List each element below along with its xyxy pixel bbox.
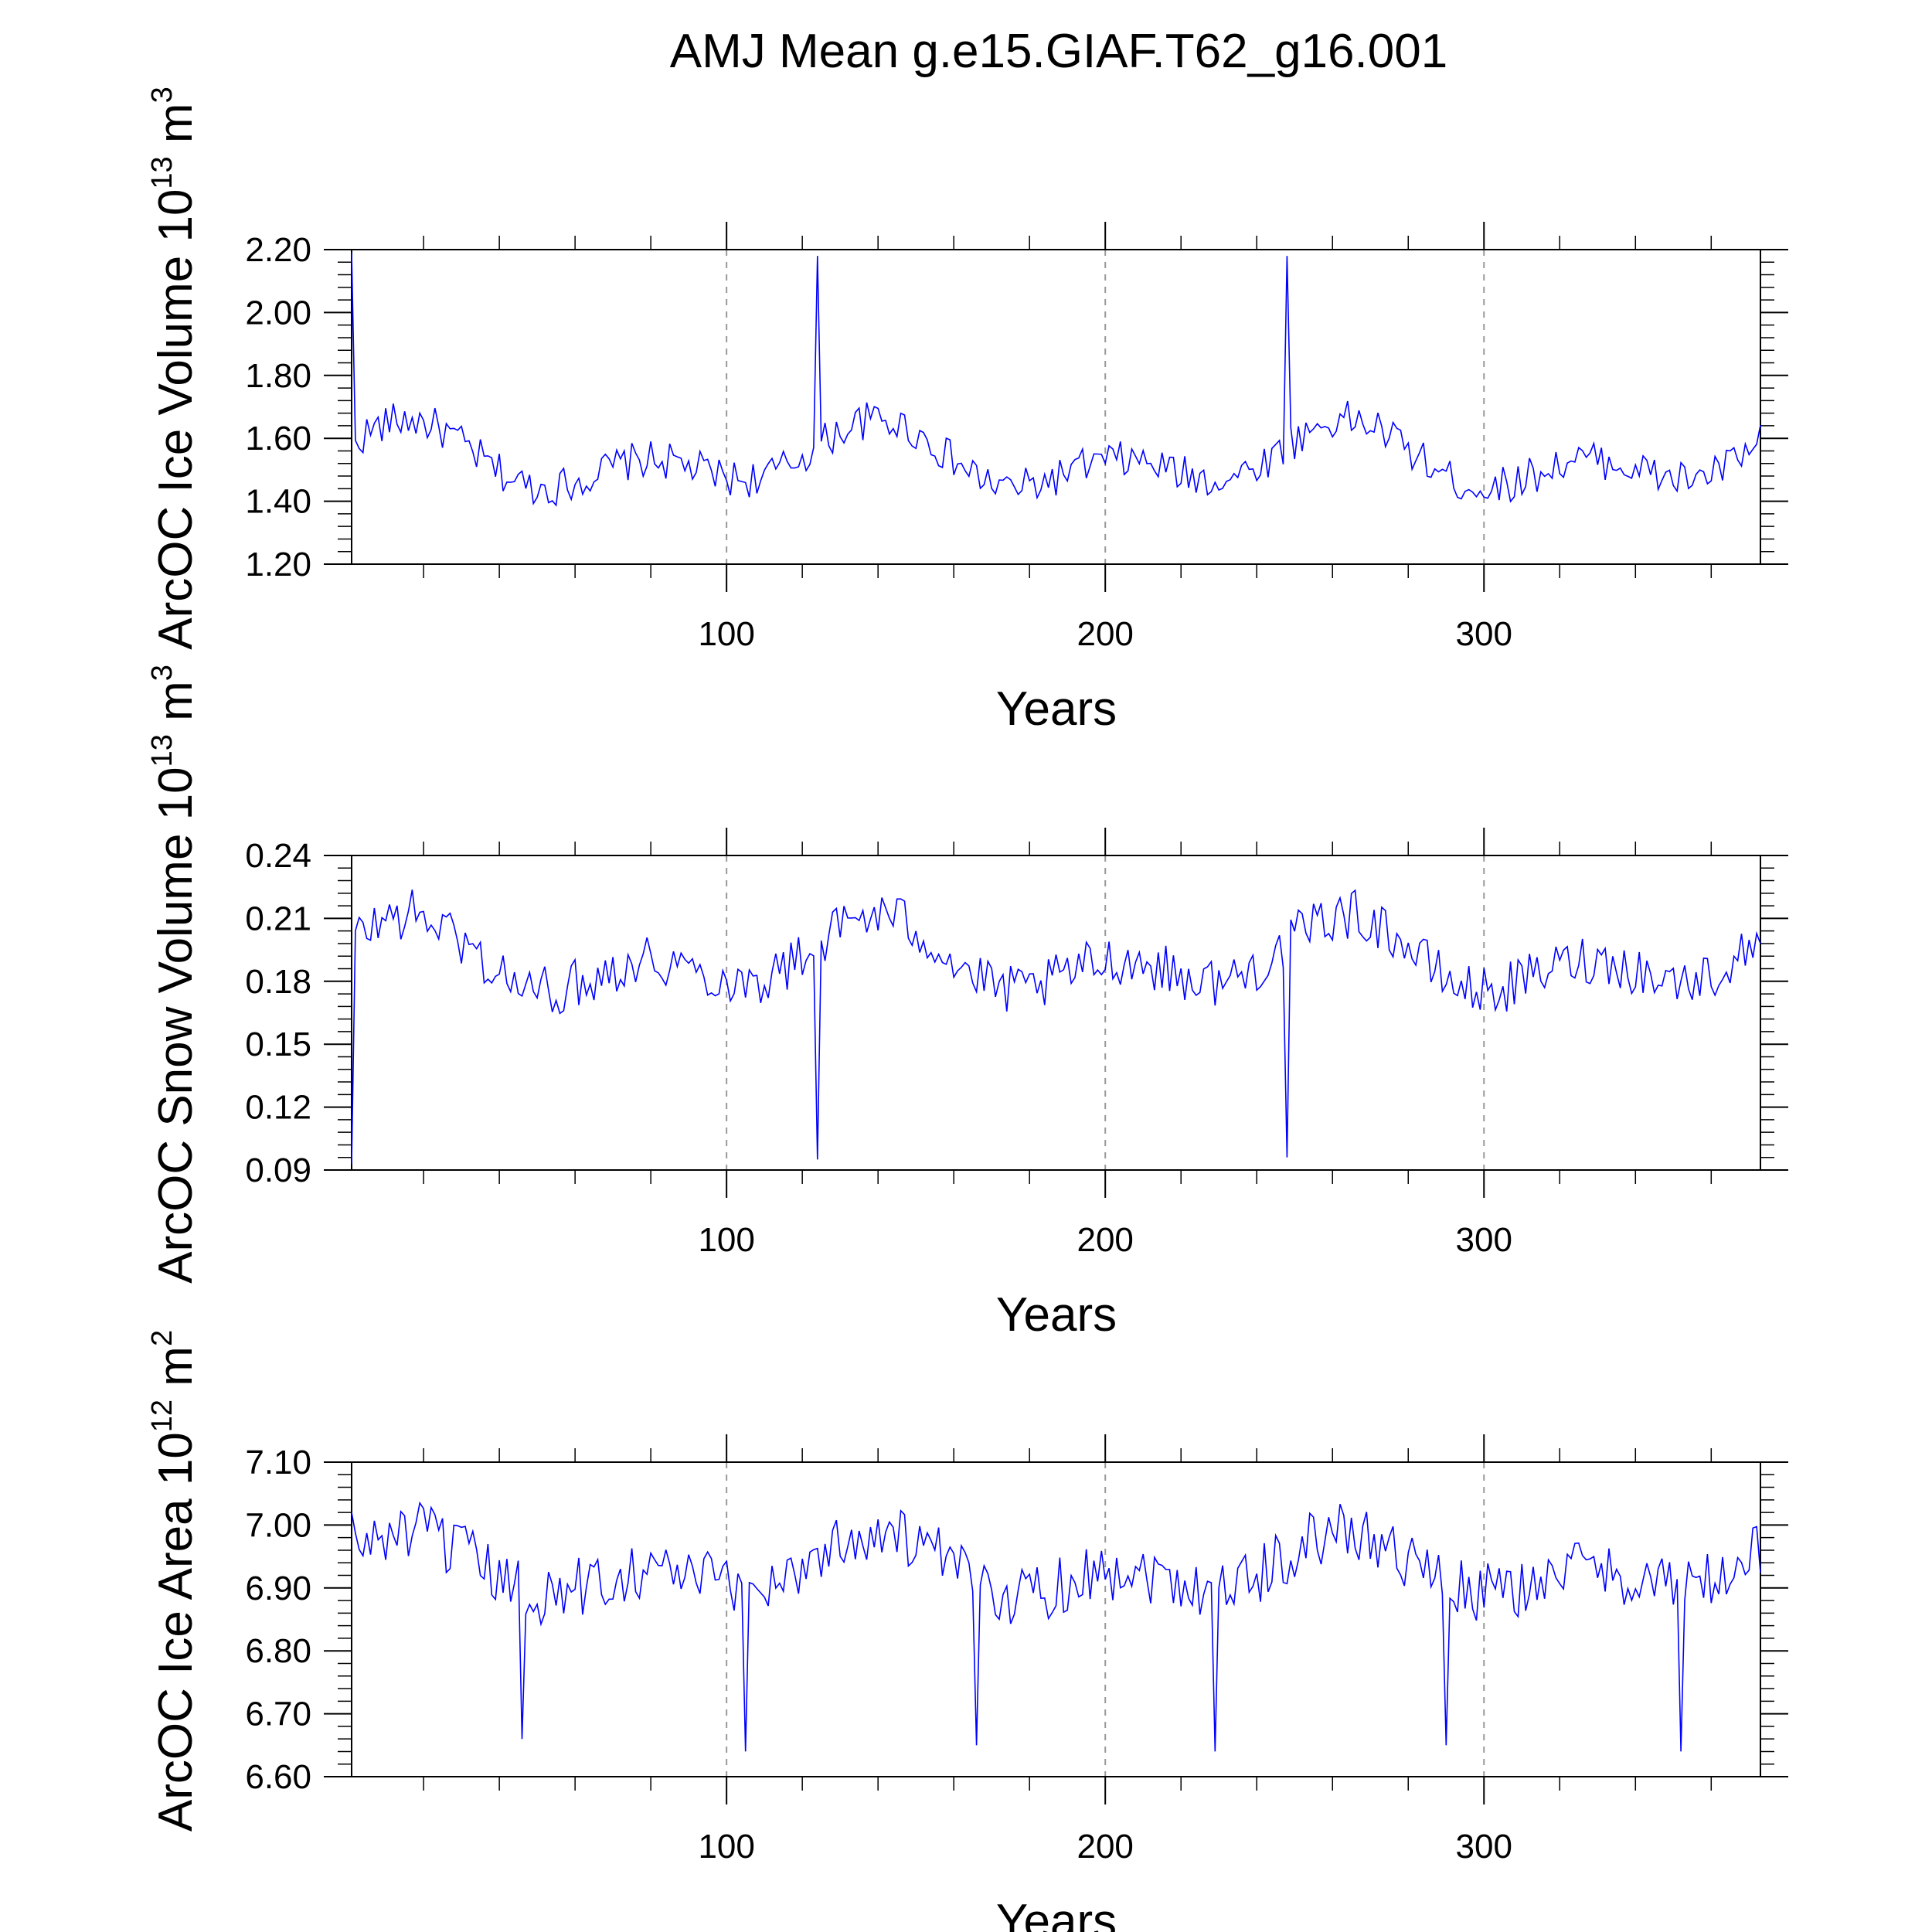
y-tick-label: 6.60: [245, 1758, 311, 1796]
y-tick-label: 1.40: [245, 483, 311, 521]
y-tick-label: 0.15: [245, 1026, 311, 1063]
y-tick-label: 0.12: [245, 1089, 311, 1127]
y-tick-label: 0.24: [245, 837, 311, 875]
y-tick-label: 6.80: [245, 1632, 311, 1670]
series-line: [351, 889, 1761, 1164]
x-tick-label: 300: [1456, 615, 1512, 653]
x-tick-label: 100: [698, 1221, 754, 1259]
x-axis-label: Years: [996, 1895, 1117, 1932]
y-tick-label: 2.00: [245, 294, 311, 332]
y-tick-label: 0.09: [245, 1151, 311, 1189]
plot-frame: [351, 855, 1761, 1171]
x-tick-label: 200: [1077, 615, 1133, 653]
x-tick-label: 100: [698, 1828, 754, 1866]
series-line: [351, 1501, 1761, 1752]
y-tick-label: 0.21: [245, 900, 311, 937]
y-axis-label: ArcOC Snow Volume 1013 m3: [146, 665, 202, 1284]
y-tick-label: 2.20: [245, 231, 311, 269]
x-tick-label: 200: [1077, 1828, 1133, 1866]
y-axis-label: ArcOC Ice Area 1012 m2: [146, 1330, 202, 1832]
y-tick-label: 0.18: [245, 963, 311, 1001]
y-tick-label: 6.70: [245, 1696, 311, 1733]
x-tick-label: 100: [698, 615, 754, 653]
plot-frame: [351, 1461, 1761, 1777]
panel-3: 6.60 6.70 6.80 6.90 7.00 7.10 100 200 300 Years Ar…: [146, 1330, 1788, 1932]
series-line: [351, 253, 1761, 507]
y-axis-label: ArcOC Ice Volume 1013 m3: [146, 87, 202, 649]
y-tick-label: 1.60: [245, 420, 311, 457]
x-tick-label: 300: [1456, 1828, 1512, 1866]
x-axis-label: Years: [996, 1288, 1117, 1342]
y-tick-label: 6.90: [245, 1570, 311, 1607]
y-tick-label: 7.10: [245, 1444, 311, 1481]
x-tick-label: 300: [1456, 1221, 1512, 1259]
y-tick-label: 1.20: [245, 546, 311, 583]
plot-frame: [351, 249, 1761, 565]
panel-1: 1.20 1.40 1.60 1.80 2.00 2.20 100 200 300 Years Ar…: [146, 87, 1788, 736]
figure-title: AMJ Mean g.e15.GIAF.T62_g16.001: [670, 25, 1447, 78]
panel-2: 0.09 0.12 0.15 0.18 0.21 0.24 100 200 300 Years Ar…: [146, 665, 1788, 1342]
y-tick-label: 1.80: [245, 357, 311, 395]
x-tick-label: 200: [1077, 1221, 1133, 1259]
y-tick-label: 7.00: [245, 1506, 311, 1544]
x-axis-label: Years: [996, 682, 1117, 736]
